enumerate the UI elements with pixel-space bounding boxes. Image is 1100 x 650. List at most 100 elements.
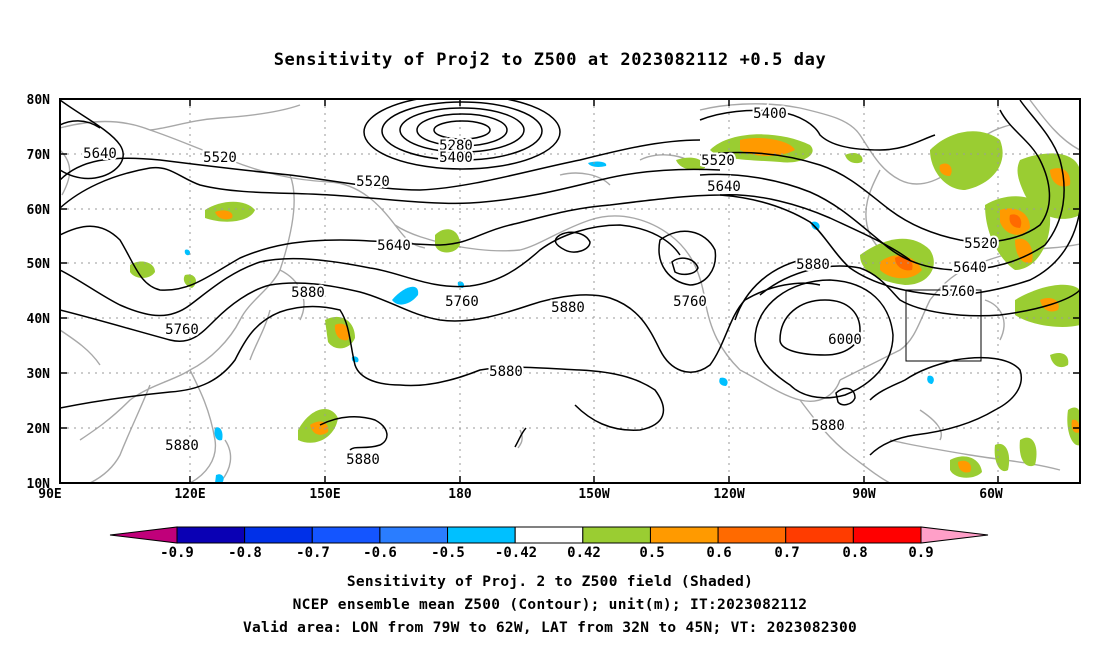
colorbar-tick-label: -0.5: [431, 545, 465, 561]
negative-region: [214, 427, 223, 441]
contour-label: 6000: [828, 332, 862, 348]
colorbar-swatch: [582, 526, 651, 544]
colorbar-swatch: [852, 526, 922, 544]
positive-region: [930, 131, 1003, 190]
contour-label: 5880: [165, 438, 199, 454]
contour-label: 5520: [203, 150, 237, 166]
contour-label: 5880: [551, 300, 585, 316]
contour-label: 5760: [165, 322, 199, 338]
footer-line-contour: NCEP ensemble mean Z500 (Contour); unit(…: [292, 597, 808, 613]
y-tick-label: 80N: [27, 93, 51, 108]
contour-label: 5640: [707, 179, 741, 195]
x-tick-label: 60W: [979, 487, 1003, 502]
positive-region-high: [1009, 214, 1022, 228]
positive-region-mid: [334, 323, 350, 341]
positive-region: [205, 201, 255, 222]
positive-region-mid: [215, 210, 233, 220]
colorbar-tick-label: 0.7: [774, 545, 799, 561]
colorbar-tick-label: -0.6: [363, 545, 397, 561]
contour-label: 5520: [964, 236, 998, 252]
colorbar-tick-label: 0.6: [706, 545, 731, 561]
x-tick-label: 90E: [38, 487, 61, 502]
colorbar-left-triangle: [109, 526, 178, 544]
positive-region-mid: [1015, 238, 1033, 263]
contour-labels: 5640 5520 5280 5400 5400 5520 5520 5640 …: [81, 104, 1000, 470]
contour-label: 5880: [811, 418, 845, 434]
contour-label: 5880: [489, 364, 523, 380]
negative-region: [215, 474, 224, 483]
sensitivity-shading: [130, 131, 1080, 483]
contour-label: 5760: [445, 294, 479, 310]
positive-region-mid: [958, 460, 972, 473]
footer-line-shading: Sensitivity of Proj. 2 to Z500 field (Sh…: [346, 574, 754, 590]
contour-label: 5760: [673, 294, 707, 310]
positive-region-mid: [1050, 168, 1071, 187]
colorbar-tick-label: 0.42: [567, 545, 601, 561]
colorbar-tick-label: 0.8: [842, 545, 867, 561]
contour-label: 5880: [346, 452, 380, 468]
map-title: Sensitivity of Proj2 to Z500 at 20230821…: [273, 50, 827, 70]
colorbar-right-triangle: [920, 526, 989, 544]
colorbar-tick-label: 0.5: [639, 545, 664, 561]
z500-contours: [60, 99, 1080, 456]
colorbar-swatch: [176, 526, 246, 544]
colorbar: [109, 526, 989, 544]
colorbar-tick-label: -0.7: [296, 545, 330, 561]
colorbar-swatch: [244, 526, 313, 544]
negative-region: [811, 221, 820, 230]
colorbar-swatch: [514, 526, 584, 544]
contour-label: 5880: [796, 257, 830, 273]
negative-region: [588, 161, 607, 167]
x-axis-labels: 90E 120E 150E 180 150W 120W 90W 60W: [38, 487, 1003, 502]
x-tick-label: 150W: [578, 487, 609, 502]
positive-region: [845, 152, 863, 164]
contour-label: 5280: [439, 138, 473, 154]
y-tick-label: 10N: [27, 477, 51, 492]
positive-region-mid: [939, 163, 952, 176]
colorbar-labels: -0.9 -0.8 -0.7 -0.6 -0.5 -0.42 0.42 0.5 …: [160, 545, 934, 561]
y-tick-label: 70N: [27, 148, 51, 163]
contour-label: 5400: [753, 106, 787, 122]
colorbar-tick-label: -0.9: [160, 545, 194, 561]
plot-frame: [59, 98, 1081, 484]
positive-region: [1050, 353, 1069, 368]
valid-area-box: [905, 289, 982, 362]
y-tick-label: 60N: [27, 203, 51, 218]
contour-label: 5640: [953, 260, 987, 276]
colorbar-tick-label: 0.9: [908, 545, 933, 561]
x-tick-label: 120E: [174, 487, 205, 502]
negative-region: [927, 375, 934, 384]
footer-line-valid-area: Valid area: LON from 79W to 62W, LAT fro…: [242, 620, 858, 636]
y-axis-labels: 80N 70N 60N 50N 40N 30N 20N 10N: [27, 93, 51, 492]
y-tick-label: 20N: [27, 422, 51, 437]
x-tick-label: 180: [448, 487, 472, 502]
colorbar-swatch: [717, 526, 787, 544]
contour-label: 5520: [356, 174, 390, 190]
colorbar-tick-label: -0.42: [495, 545, 537, 561]
contour-label: 5640: [377, 238, 411, 254]
y-tick-label: 40N: [27, 312, 51, 327]
contour-label: 5520: [701, 153, 735, 169]
colorbar-swatch: [311, 526, 381, 544]
negative-region: [184, 249, 191, 256]
positive-region: [994, 443, 1010, 472]
positive-region-mid: [1071, 419, 1080, 433]
contour-label: 5880: [291, 285, 325, 301]
contour-label: 5400: [439, 150, 473, 166]
colorbar-swatch: [785, 526, 854, 544]
positive-region: [676, 157, 705, 170]
y-tick-label: 30N: [27, 367, 51, 382]
colorbar-swatch: [379, 526, 449, 544]
x-tick-label: 120W: [713, 487, 744, 502]
positive-region-mid: [740, 138, 795, 156]
positive-region: [435, 229, 460, 253]
positive-region: [1019, 437, 1037, 467]
colorbar-swatch: [649, 526, 719, 544]
colorbar-tick-label: -0.8: [228, 545, 262, 561]
negative-region: [392, 286, 419, 305]
positive-region: [130, 261, 155, 278]
colorbar-swatch: [447, 526, 516, 544]
contour-label: 5640: [83, 146, 117, 162]
x-tick-label: 90W: [852, 487, 876, 502]
